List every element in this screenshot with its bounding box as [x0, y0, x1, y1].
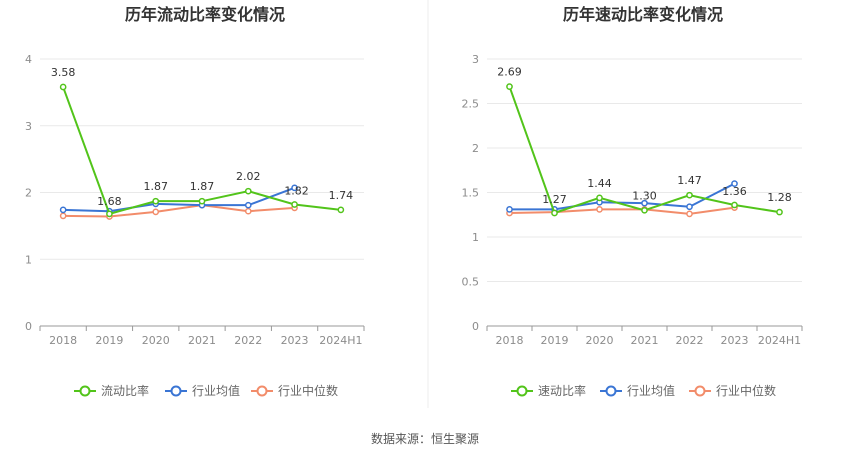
legend-item[interactable]: 流动比率 — [74, 383, 149, 398]
data-point — [244, 187, 252, 195]
data-point — [686, 203, 693, 211]
y-tick-label: 1.5 — [462, 187, 480, 200]
data-point — [198, 197, 206, 205]
data-label: 1.28 — [767, 191, 792, 204]
data-point — [152, 197, 160, 205]
legend-marker — [170, 385, 182, 397]
x-tick-label: 2023 — [281, 334, 309, 347]
data-point — [551, 209, 558, 217]
data-label: 1.68 — [97, 195, 122, 208]
data-point — [776, 208, 783, 216]
legend-label: 速动比率 — [538, 383, 586, 398]
data-point — [641, 199, 648, 207]
data-label: 2.02 — [236, 170, 261, 183]
series-line-industry-average — [63, 186, 295, 213]
data-point — [506, 83, 513, 90]
legend-item[interactable]: 行业均值 — [165, 383, 240, 398]
data-point — [641, 206, 648, 214]
y-tick-label: 2 — [472, 142, 479, 155]
x-tick-label: 2018 — [49, 334, 77, 347]
y-tick-label: 3 — [25, 120, 32, 133]
data-label: 1.44 — [587, 177, 612, 190]
data-point — [244, 207, 252, 215]
data-point — [731, 180, 738, 187]
series-line-industry-median — [509, 206, 735, 215]
legend-item[interactable]: 行业均值 — [600, 383, 675, 398]
x-tick-label: 2022 — [676, 334, 704, 347]
data-label: 2.69 — [497, 66, 522, 79]
legend-marker — [256, 385, 268, 397]
chart-title: 历年速动比率变化情况 — [563, 5, 723, 24]
data-label: 1.82 — [284, 185, 309, 198]
series-line-industry-median — [63, 204, 295, 218]
x-tick-label: 2019 — [95, 334, 123, 347]
legend-item[interactable]: 速动比率 — [511, 383, 586, 398]
data-label: 1.27 — [542, 193, 567, 206]
data-point — [596, 206, 603, 213]
data-point — [59, 206, 67, 214]
data-point — [59, 83, 67, 91]
legend-item[interactable]: 行业中位数 — [689, 383, 776, 398]
x-tick-label: 2023 — [721, 334, 749, 347]
x-tick-label: 2024H1 — [319, 334, 362, 347]
y-tick-label: 2.5 — [462, 98, 480, 111]
x-tick-label: 2021 — [188, 334, 216, 347]
current-ratio-chart: 历年流动比率变化情况 0 1 2 3 4 2018 2019 2020 2021 2022 2023 2… — [25, 5, 365, 398]
y-tick-label: 0 — [25, 320, 32, 333]
data-label: 1.74 — [329, 189, 354, 202]
x-tick-label: 2019 — [541, 334, 569, 347]
legend-label: 行业均值 — [627, 383, 675, 398]
data-point — [596, 194, 603, 202]
series-line-industry-average — [509, 182, 735, 211]
legend-label: 行业中位数 — [716, 383, 776, 398]
legend-label: 行业中位数 — [278, 383, 338, 398]
data-point — [731, 201, 738, 209]
quick-ratio-chart: 历年速动比率变化情况 0 0.5 1 1.5 2 2.5 3 2018 2019 2020 2021 2… — [462, 5, 803, 398]
data-label: 1.30 — [632, 189, 657, 202]
x-tick-label: 2022 — [234, 334, 262, 347]
data-point — [686, 210, 693, 218]
data-label: 3.58 — [51, 66, 76, 79]
legend-marker — [516, 385, 528, 397]
x-tick-label: 2021 — [631, 334, 659, 347]
y-tick-label: 2 — [25, 187, 32, 200]
chart-title: 历年流动比率变化情况 — [125, 5, 285, 24]
x-tick-label: 2020 — [586, 334, 614, 347]
y-tick-label: 1 — [25, 253, 32, 266]
data-point — [106, 210, 113, 218]
y-tick-label: 1 — [472, 231, 479, 244]
data-point — [337, 206, 345, 214]
data-source: 数据来源：恒生聚源 — [371, 431, 479, 446]
data-point — [59, 212, 67, 220]
legend-label: 流动比率 — [101, 383, 149, 398]
y-tick-label: 0.5 — [462, 276, 480, 289]
legend-marker — [694, 385, 706, 397]
data-point — [291, 201, 298, 208]
data-point — [506, 206, 513, 213]
data-point — [291, 184, 298, 192]
legend-label: 行业均值 — [192, 383, 240, 398]
legend-item[interactable]: 行业中位数 — [251, 383, 338, 398]
y-tick-label: 0 — [472, 320, 479, 333]
y-tick-label: 4 — [25, 53, 32, 66]
data-point — [686, 191, 693, 199]
x-tick-label: 2024H1 — [758, 334, 801, 347]
legend-marker — [79, 385, 91, 397]
legend-marker — [605, 385, 617, 397]
data-label: 1.87 — [143, 180, 168, 193]
data-label: 1.87 — [190, 180, 215, 193]
data-point — [244, 201, 252, 209]
data-label: 1.36 — [722, 185, 747, 198]
x-tick-label: 2020 — [142, 334, 170, 347]
data-point — [152, 208, 160, 216]
data-label: 1.47 — [677, 174, 702, 187]
y-tick-label: 3 — [472, 53, 479, 66]
x-tick-label: 2018 — [496, 334, 524, 347]
